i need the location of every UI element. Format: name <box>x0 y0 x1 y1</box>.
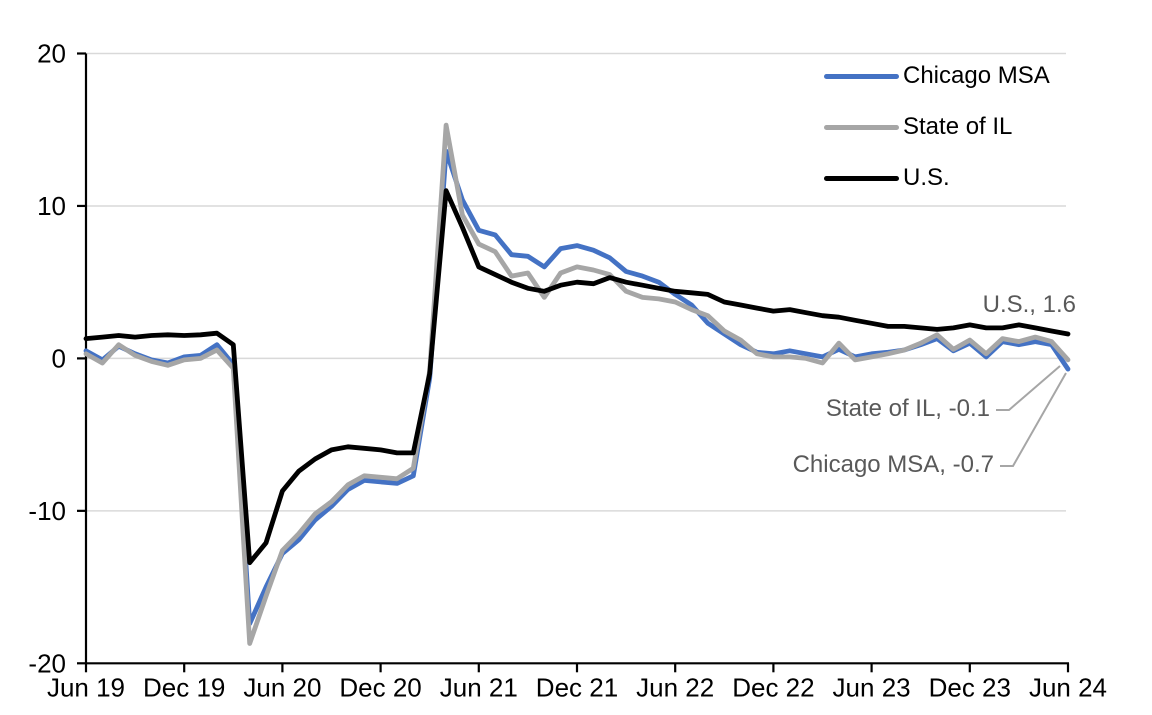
x-tick-label-jun-19: Jun 19 <box>47 672 125 702</box>
annotation-state-of-il-value: State of IL, -0.1 <box>825 395 990 422</box>
legend-label-us: U.S. <box>903 164 950 191</box>
x-tick-label-dec-20: Dec 20 <box>339 672 421 702</box>
y-tick-label--10: -10 <box>28 496 66 526</box>
legend-label-chicago-msa: Chicago MSA <box>903 62 1050 89</box>
y-tick-label-20: 20 <box>37 39 66 69</box>
legend-item-us: U.S. <box>824 164 950 192</box>
x-tick-label-jun-20: Jun 20 <box>243 672 321 702</box>
legend-label-state-of-il: State of IL <box>903 113 1013 140</box>
annotation-chicago-msa-value: Chicago MSA, -0.7 <box>792 451 994 478</box>
series-line-u-s <box>83 188 1071 566</box>
us-line-swatch <box>824 175 899 181</box>
annotation-us-value: U.S., 1.6 <box>982 291 1076 318</box>
x-tick-label-jun-24: Jun 24 <box>1029 672 1107 702</box>
legend-item-state-of-il: State of IL <box>824 113 1012 141</box>
y-tick-label-10: 10 <box>37 191 66 221</box>
x-tick-label-dec-23: Dec 23 <box>929 672 1011 702</box>
x-tick-label-dec-22: Dec 22 <box>732 672 814 702</box>
legend-item-chicago-msa: Chicago MSA <box>824 62 1050 90</box>
x-tick-label-jun-21: Jun 21 <box>440 672 518 702</box>
x-tick-label-jun-22: Jun 22 <box>636 672 714 702</box>
chicago-msa-line-swatch <box>824 73 899 79</box>
leader-line-state-of-il <box>996 365 1061 411</box>
x-tick-label-dec-19: Dec 19 <box>143 672 225 702</box>
x-tick-label-jun-23: Jun 23 <box>833 672 911 702</box>
y-tick-label-0: 0 <box>52 343 66 373</box>
series-line-state-of-il <box>83 122 1071 646</box>
x-tick-label-dec-21: Dec 21 <box>536 672 618 702</box>
y-tick-label--20: -20 <box>28 648 66 678</box>
leader-line-chicago-msa <box>1000 372 1067 467</box>
state-of-il-line-swatch <box>824 124 899 130</box>
